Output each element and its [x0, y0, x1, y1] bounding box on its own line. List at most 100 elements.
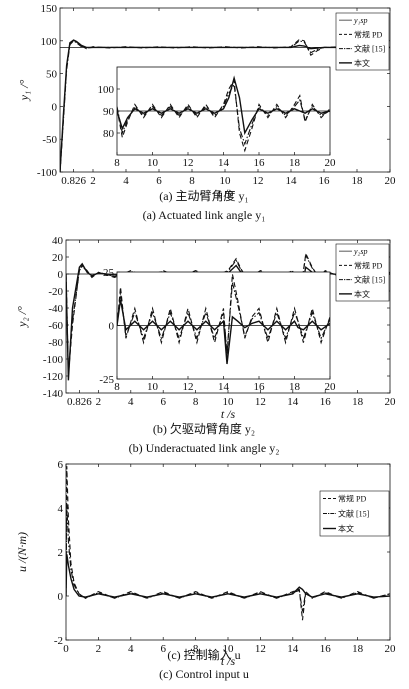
- panel-a-xtick-label: 14: [286, 175, 298, 187]
- panel-c-ytick-label: 2: [58, 547, 64, 559]
- panel-b-inset-xtick-label: 8: [114, 381, 120, 393]
- panel-c-xtick-label: 10: [223, 643, 235, 655]
- panel-c-ytick-label: 6: [58, 459, 64, 471]
- panel-a-caption-cn: (a) 主动臂角度 y₁: [159, 188, 249, 203]
- panel-c-series-2: [66, 554, 390, 598]
- panel-b-legend: y₂sp 常规 PD 文献 [15] 本文: [335, 243, 390, 302]
- panel-a-inset-xtick-label: 8: [114, 157, 120, 169]
- panel-c-legend-label: 本文: [338, 524, 354, 534]
- panel-b-ytick-label: -100: [43, 354, 64, 366]
- panel-b-ytick-label: 0: [58, 269, 64, 281]
- panel-c-ytick-label: 0: [58, 591, 64, 603]
- panel-a-inset-series-3: [117, 75, 330, 136]
- panel-b-xtick-label: 16: [320, 396, 332, 408]
- panel-b-inset-data: [117, 273, 330, 365]
- panel-c-xtick-label: 16: [320, 643, 332, 655]
- panel-a-series-3: [60, 39, 390, 172]
- panel-b-xtick-label: 2: [96, 396, 102, 408]
- panel-a-xtick-label: 16: [319, 175, 331, 187]
- panel-a-inset: 8 10 12 14 16 18 20 80 90 100: [98, 66, 337, 169]
- panel-a-ytick-label: 0: [52, 101, 58, 113]
- panel-c-xlabel: t /s: [221, 654, 236, 668]
- panel-c-xtick-label: 12: [255, 643, 266, 655]
- panel-b-inset-xtick-label: 10: [147, 381, 159, 393]
- panel-a-ytick-label: -100: [37, 167, 58, 179]
- panel-b-xtick-label: 0.826: [67, 396, 92, 408]
- panel-a-xlabel: t /s: [218, 186, 233, 200]
- panel-b-inset-series-3: [117, 299, 330, 365]
- panel-b-inset-ytick-label: -25: [99, 374, 114, 386]
- panel-a-inset-xtick-label: 20: [325, 157, 337, 169]
- panel-c-legend-label: 文献 [15]: [338, 509, 370, 519]
- panel-b-xtick-label: 8: [193, 396, 199, 408]
- panel-b-legend-label: y₂sp: [353, 247, 367, 256]
- panel-b-xlabel: t /s: [221, 407, 236, 421]
- panel-c-ytick-label: 4: [58, 503, 64, 515]
- panel-b-caption-en: (b) Underactuated link angle y₂: [129, 441, 280, 455]
- panel-a-xtick-label: 2: [90, 175, 96, 187]
- panel-a-ytick-label: -50: [42, 134, 57, 146]
- panel-a-legend-label: y₁sp: [353, 16, 367, 25]
- panel-a-legend: y₁sp 常规 PD 文献 [15] 本文: [335, 12, 390, 71]
- panel-a-legend-label: 文献 [15]: [354, 44, 386, 54]
- panel-c-ytick-label: -2: [54, 635, 63, 647]
- panel-b-xtick-label: 6: [160, 396, 166, 408]
- panel-b-inset-xtick-label: 12: [183, 381, 194, 393]
- panel-c-xtick-label: 8: [193, 643, 199, 655]
- panel-b-ylabel: y₂ /°: [15, 306, 29, 328]
- panel-a-inset-data: [117, 75, 330, 153]
- panel-b-ytick-label: -80: [48, 337, 63, 349]
- panel-a-inset-xtick-label: 14: [218, 157, 230, 169]
- panel-c-xtick-label: 14: [287, 643, 299, 655]
- panel-b-ytick-label: -20: [48, 286, 63, 298]
- panel-b-ytick-label: -120: [43, 371, 64, 383]
- panel-a-inset-ytick-label: 80: [103, 128, 115, 140]
- panel-c-plot-frame: [65, 463, 391, 641]
- panel-b-legend-label: 常规 PD: [354, 260, 382, 270]
- panel-a-xtick-label: 20: [385, 175, 397, 187]
- panel-a-xtick-label: 10: [220, 175, 232, 187]
- panel-a-legend-label: 常规 PD: [354, 29, 382, 39]
- panel-a-ylabel: y₁ /°: [17, 79, 31, 101]
- panel-b-inset-xtick-label: 18: [289, 381, 301, 393]
- panel-b-inset-ytick-label: 0: [109, 321, 115, 333]
- panel-c-legend: 常规 PD 文献 [15] 本文: [319, 490, 390, 537]
- panel-a-xtick-label: 18: [352, 175, 364, 187]
- panel-c-caption-en: (c) Control input u: [159, 667, 249, 681]
- panel-c-xtick-label: 0: [63, 643, 69, 655]
- panel-c-caption-cn: (c) 控制输入 u: [167, 647, 240, 662]
- panel-b-xtick-label: 14: [287, 396, 299, 408]
- panel-a-legend-label: 本文: [354, 58, 370, 68]
- panel-b-inset-ytick-label: 25: [103, 267, 115, 279]
- panel-c-xtick-label: 20: [385, 643, 397, 655]
- panel-a-xtick-label: 0.826: [61, 175, 86, 187]
- panel-b-chart: 0.826 2 4 6 8 10 12 14 16 18 20 -140 -120 -100 -80 -60 -…: [15, 235, 396, 455]
- panel-b-ytick-label: -140: [43, 388, 64, 400]
- panel-b-ytick-label: -60: [48, 320, 63, 332]
- panel-a-inset-xtick-label: 12: [183, 157, 194, 169]
- panel-a-inset-xtick-label: 10: [147, 157, 159, 169]
- panel-b-ytick-label: 40: [52, 235, 64, 247]
- panel-c-xtick-label: 2: [96, 643, 102, 655]
- panel-b-xtick-label: 12: [255, 396, 266, 408]
- panel-b-legend-label: 文献 [15]: [354, 275, 386, 285]
- panel-b-inset-xtick-label: 14: [218, 381, 230, 393]
- panel-a-ytick-label: 150: [41, 3, 58, 15]
- panel-b-ytick-label: -40: [48, 303, 63, 315]
- panel-a-inset-xtick-label: 16: [254, 157, 266, 169]
- panel-a-xtick-label: 4: [123, 175, 129, 187]
- panel-a-chart: 0.826 2 4 6 8 10 12 14 16 18 20 -100 -50 0 50 100 150 y₁ …: [17, 3, 396, 222]
- panel-a-inset-ytick-label: 100: [98, 84, 115, 96]
- panel-a-inset-xtick-label: 18: [289, 157, 301, 169]
- panel-a-inset-series-2: [117, 82, 330, 146]
- panel-a-xtick-label: 8: [189, 175, 195, 187]
- panel-b-inset: 8 10 12 14 16 18 20 -25 0 25: [99, 267, 336, 393]
- panel-c-xtick-label: 18: [352, 643, 364, 655]
- panel-a-data: [60, 38, 390, 172]
- panel-b-xtick-label: 18: [352, 396, 364, 408]
- panel-c-xtick-label: 4: [128, 643, 134, 655]
- panel-b-legend-box: [335, 243, 390, 302]
- panel-b-xtick-label: 4: [128, 396, 134, 408]
